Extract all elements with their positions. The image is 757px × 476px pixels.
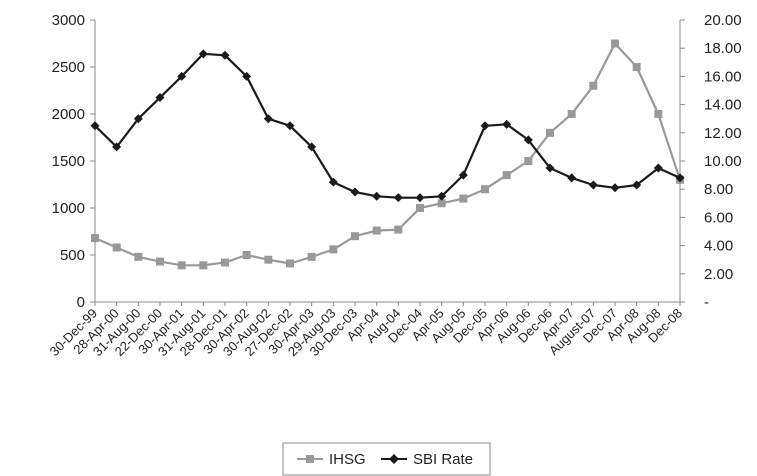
data-point-sbi-rate [328,177,338,187]
right-axis-tick-label: 8.00 [704,181,733,198]
left-axis-tick-label: 2500 [52,59,85,76]
right-axis-tick-label: 16.00 [704,68,742,85]
right-axis-tick-label: 6.00 [704,209,733,226]
data-point-ihsg [437,199,446,208]
data-point-ihsg [199,261,208,270]
right-axis-tick-label: 20.00 [704,12,742,29]
data-point-ihsg [502,171,511,180]
data-point-ihsg [372,226,381,235]
right-axis-tick-label: 18.00 [704,40,742,57]
data-point-ihsg [286,259,294,268]
data-point-ihsg [264,255,273,264]
data-point-sbi-rate [177,71,187,81]
data-point-sbi-rate [133,114,143,124]
left-axis-tick-label: 1500 [52,153,85,170]
data-point-sbi-rate [675,173,685,183]
data-point-ihsg [567,110,576,118]
legend: IHSG SBI Rate [282,442,491,476]
legend-label-ihsg: IHSG [329,451,366,468]
left-axis-tick-label: 3000 [52,12,85,29]
data-point-sbi-rate [242,71,252,81]
data-point-ihsg [242,251,251,259]
data-point-sbi-rate [545,163,555,173]
series-layer [90,39,685,270]
legend-label-sbi-rate: SBI Rate [413,451,473,468]
data-point-sbi-rate [263,114,273,124]
data-point-sbi-rate [415,193,425,203]
data-point-sbi-rate [653,163,663,173]
data-point-ihsg [459,194,468,203]
data-point-sbi-rate [220,50,230,60]
left-axis-tick-label: 2000 [52,106,85,123]
data-point-ihsg [611,39,619,48]
right-axis-tick-label: 12.00 [704,125,742,142]
data-point-ihsg [351,232,359,241]
left-axis-tick-label: 0 [77,294,85,311]
data-point-ihsg [134,252,143,261]
data-point-ihsg [632,63,641,71]
data-point-sbi-rate [567,173,577,183]
data-point-ihsg [307,252,316,261]
data-point-sbi-rate [155,93,165,103]
right-axis-tick-label: 10.00 [704,153,742,170]
right-axis-tick-label: 2.00 [704,266,733,283]
data-point-sbi-rate [632,180,642,190]
right-axis-tick-label: 4.00 [704,238,733,255]
data-point-ihsg [329,245,338,254]
data-point-ihsg [524,157,533,165]
data-point-ihsg [416,204,424,212]
legend-marker-ihsg [306,455,314,463]
series-line-sbi-rate [93,52,682,199]
left-axis-tick-label: 500 [60,247,85,264]
left-axis-tick-label: 1000 [52,200,85,217]
data-point-sbi-rate [198,49,208,59]
data-point-sbi-rate [285,121,295,131]
right-axis-tick-label: 14.00 [704,97,742,114]
data-point-sbi-rate [523,135,533,145]
data-point-ihsg [156,257,164,266]
data-point-ihsg [546,128,554,137]
data-point-ihsg [91,234,99,243]
data-point-sbi-rate [112,142,122,152]
data-point-sbi-rate [372,191,382,201]
right-axis-tick-label: - [704,294,709,311]
data-point-ihsg [112,243,121,252]
data-point-sbi-rate [502,119,512,129]
data-point-sbi-rate [307,142,317,152]
data-point-ihsg [177,261,186,270]
data-point-ihsg [481,185,489,194]
data-point-sbi-rate [350,187,360,197]
data-point-sbi-rate [458,170,468,180]
data-point-sbi-rate [393,193,403,203]
data-point-sbi-rate [437,191,447,201]
data-point-ihsg [589,81,598,90]
data-point-sbi-rate [480,121,490,131]
data-point-sbi-rate [90,121,100,131]
legend-marker-sbi-rate [389,454,399,464]
data-point-sbi-rate [610,183,620,193]
data-point-ihsg [394,225,403,234]
data-point-ihsg [221,258,229,267]
data-point-ihsg [654,110,663,118]
series-line-ihsg [93,42,682,267]
data-point-sbi-rate [588,180,598,190]
